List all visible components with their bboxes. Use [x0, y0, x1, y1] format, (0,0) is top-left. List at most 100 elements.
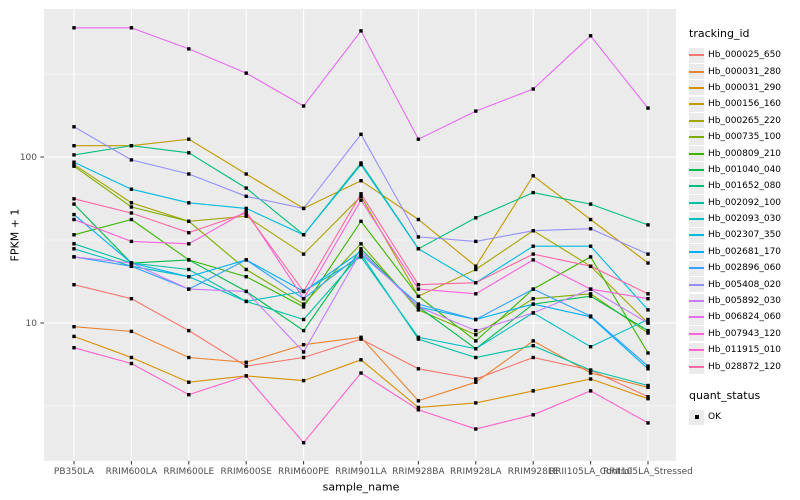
data-point	[646, 385, 650, 389]
data-point	[244, 289, 248, 294]
data-point	[416, 137, 421, 141]
square-point-icon	[694, 415, 699, 419]
legend-item: Hb_011915_010	[689, 342, 799, 358]
legend-item-label: Hb_000809_210	[708, 148, 782, 159]
data-point	[187, 231, 191, 235]
legend-item-label: Hb_002092_100	[708, 197, 782, 208]
x-tick-label: PB350LA	[54, 467, 95, 477]
data-point	[244, 299, 248, 304]
data-point	[588, 371, 593, 375]
legend-item: Hb_002896_060	[689, 260, 799, 276]
data-point	[474, 109, 478, 113]
legend-line-icon	[689, 136, 704, 139]
legend-line-icon	[689, 365, 704, 368]
data-point	[359, 192, 363, 196]
legend-item-label: Hb_002093_030	[708, 214, 782, 225]
legend-item-label: Hb_000156_160	[708, 99, 782, 110]
data-point	[646, 383, 650, 388]
legend-key-swatch	[689, 146, 704, 162]
legend-line-icon	[689, 300, 704, 303]
data-point	[129, 355, 134, 360]
data-point	[359, 162, 363, 167]
data-point	[531, 190, 535, 195]
legend-item: Hb_006824_060	[689, 309, 799, 325]
legend-item: Hb_000031_290	[689, 80, 799, 96]
data-point	[474, 377, 478, 381]
data-point	[588, 287, 593, 291]
data-point	[301, 289, 306, 294]
legend-item-label: Hb_005892_030	[708, 296, 782, 307]
data-point	[588, 314, 593, 318]
data-point	[474, 216, 478, 220]
data-point	[474, 333, 478, 337]
legend-key-swatch	[689, 277, 704, 293]
legend-key-swatch	[689, 309, 704, 325]
legend-line-icon	[689, 349, 704, 352]
data-point	[416, 283, 421, 287]
legend-title-quant: quant_status	[689, 388, 761, 402]
data-point	[129, 217, 134, 222]
data-point	[359, 219, 363, 223]
legend-item-label: Hb_001652_080	[708, 181, 782, 192]
data-point	[646, 261, 650, 265]
data-point	[646, 397, 650, 401]
data-point	[244, 374, 248, 378]
legend-item: Hb_000735_100	[689, 129, 799, 145]
legend-line-icon	[689, 218, 704, 221]
data-point	[531, 258, 535, 262]
data-point	[588, 34, 593, 38]
data-point	[244, 360, 248, 364]
data-point	[301, 441, 306, 445]
data-point	[646, 292, 650, 296]
data-point	[588, 255, 593, 259]
data-point	[531, 389, 535, 393]
data-point	[187, 47, 191, 51]
data-point	[187, 258, 191, 262]
legend-key-swatch	[689, 113, 704, 129]
data-point	[416, 408, 421, 412]
legend-item: Hb_002092_100	[689, 195, 799, 211]
data-point	[359, 194, 363, 198]
x-tick-label: RRIM600SE	[220, 467, 272, 477]
data-point	[244, 211, 248, 215]
legend-item-label: Hb_002896_060	[708, 263, 782, 274]
data-point	[129, 144, 134, 148]
legend-key-swatch	[689, 47, 704, 63]
data-point	[474, 380, 478, 384]
legend-key-swatch	[689, 129, 704, 145]
data-point	[416, 405, 421, 410]
data-point	[301, 104, 306, 108]
legend-item-label: Hb_000031_280	[708, 66, 782, 77]
legend-item-label: Hb_011915_010	[708, 345, 782, 356]
data-point	[359, 132, 363, 136]
x-tick-label: RRII105LA_Stressed	[603, 467, 693, 477]
data-point	[588, 368, 593, 372]
x-tick-label: RRII105LA_Control	[549, 467, 632, 477]
data-point	[531, 302, 535, 306]
data-point	[187, 151, 191, 155]
legend-item-quant: OK	[689, 409, 799, 425]
legend-line-icon	[689, 316, 704, 319]
data-point	[187, 172, 191, 176]
data-point	[187, 328, 191, 333]
x-tick-label: RRIM928LA	[450, 467, 502, 477]
data-point	[416, 302, 421, 306]
data-point	[359, 335, 363, 339]
y-axis-title: FPKM + 1	[8, 208, 22, 262]
plot-panel	[44, 9, 676, 461]
x-tick-label: RRIM600LA	[106, 467, 158, 477]
legend-key-swatch	[689, 178, 704, 194]
legend-item-label: Hb_000031_290	[708, 82, 782, 93]
legend-key-swatch	[689, 211, 704, 227]
data-point	[531, 174, 535, 178]
data-point	[244, 206, 248, 211]
data-point	[646, 351, 650, 355]
data-point	[301, 206, 306, 211]
data-point	[416, 287, 421, 291]
data-point	[187, 355, 191, 360]
legend-item-label: Hb_001040_040	[708, 164, 782, 175]
data-point	[531, 244, 535, 248]
data-point	[474, 355, 478, 360]
data-point	[588, 264, 593, 268]
